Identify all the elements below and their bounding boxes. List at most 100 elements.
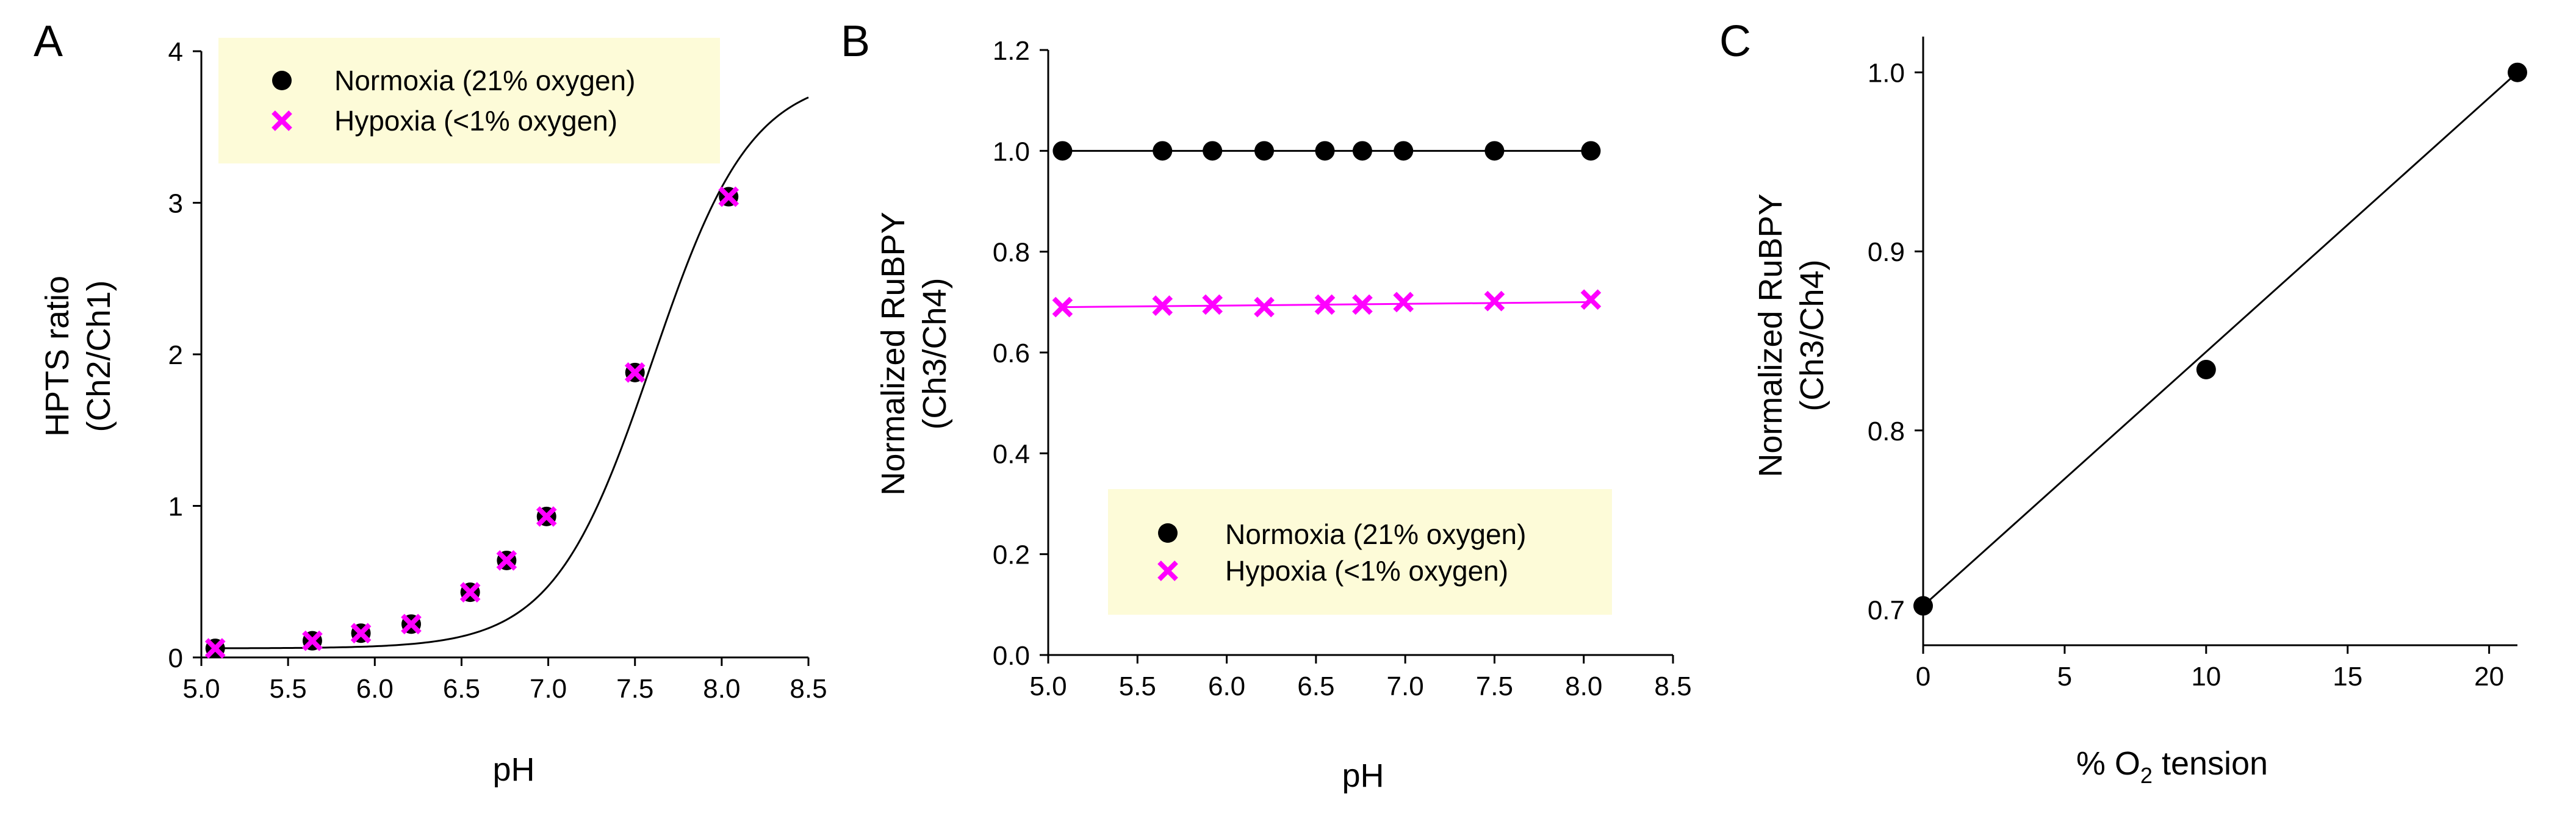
panel-c-y-tick-label: 0.7 — [1868, 595, 1905, 625]
panel-b-y-tick-label: 0.8 — [993, 238, 1030, 268]
panel-b-legend-hypoxia-label: Hypoxia (<1% oxygen) — [1225, 555, 1508, 587]
panel-a-x-tick-label: 6.0 — [356, 674, 394, 704]
panel-b-ylabel-line1: Normalized RuBPY — [875, 212, 912, 495]
panel-c-y-tick-label: 0.9 — [1868, 237, 1905, 267]
panel-a-hypoxia-point-stroke — [302, 630, 323, 651]
panel-b-hypoxia-point — [1484, 290, 1505, 312]
panel-a-y-tick-label: 0 — [168, 643, 183, 673]
panel-c-xlabel-suffix: tension — [2153, 745, 2268, 782]
panel-b-x-tick-label: 5.0 — [1029, 671, 1067, 701]
panel-a-hypoxia-point — [496, 550, 517, 571]
panel-c-x-tick-label: 5 — [2057, 662, 2072, 692]
panel-a-y-tick-label: 4 — [168, 37, 183, 67]
panel-b-normoxia-point — [1352, 141, 1372, 161]
panel-a-hypoxia-point — [350, 623, 372, 644]
panel-a-x-tick-label: 8.5 — [790, 674, 827, 704]
panel-b-hypoxia-point — [1314, 294, 1336, 315]
panel-b-normoxia-point — [1394, 141, 1414, 161]
panel-b-hypoxia-point — [1152, 295, 1173, 316]
panel-b-hypoxia-point-stroke — [1254, 296, 1275, 318]
panel-a-x-tick-label: 7.5 — [616, 674, 653, 704]
panel-b-y-tick-label: 1.0 — [993, 137, 1030, 166]
panel-a-legend-box — [218, 38, 720, 163]
panel-c-ylabel-line2: (Ch3/Ch4) — [1794, 259, 1830, 411]
panel-b-x-tick-label: 5.5 — [1119, 671, 1156, 701]
panel-b-xlabel: pH — [1342, 757, 1384, 794]
panel-b-hypoxia-point-stroke — [1202, 294, 1223, 315]
panel-a-hypoxia-point-stroke — [496, 550, 517, 571]
panel-a-hypoxia-point-stroke — [718, 186, 739, 207]
panel-a-y-tick-label: 2 — [168, 340, 183, 370]
panel-b-x-tick-label: 6.5 — [1297, 671, 1334, 701]
panel-c-xlabel: % O2 tension — [2076, 745, 2268, 788]
panel-b-hypoxia-point-stroke — [1580, 289, 1602, 310]
panel-label-a: A — [34, 17, 63, 66]
panel-a-hypoxia-point — [401, 614, 422, 635]
panel-label-c: C — [1719, 17, 1751, 66]
panel-b-normoxia-point — [1581, 141, 1601, 161]
panel-b-hypoxia-point-stroke — [1052, 296, 1073, 318]
panel-a-hypoxia-point-stroke — [204, 638, 226, 659]
panel-a-hypoxia-point — [204, 638, 226, 659]
panel-a-legend-hypoxia-marker — [272, 110, 292, 131]
panel-c-x-tick-label: 15 — [2333, 662, 2362, 692]
panel-b-normoxia-point — [1315, 141, 1335, 161]
panel-b-chart: Normoxia (21% oxygen) Hypoxia (<1% oxyge… — [875, 36, 1692, 794]
panel-a-hypoxia-point — [302, 630, 323, 651]
panel-a-xlabel: pH — [492, 751, 534, 788]
panel-b-hypoxia-point-stroke — [1352, 294, 1373, 315]
panel-a-legend-normoxia-marker — [272, 71, 292, 90]
panel-b-legend-hypoxia-marker — [1157, 560, 1178, 581]
panel-a-y-tick-label: 1 — [168, 492, 183, 522]
panel-b-normoxia-point — [1203, 141, 1223, 161]
panel-a-x-tick-label: 5.0 — [182, 674, 220, 704]
panel-b-normoxia-point — [1254, 141, 1275, 161]
panel-b-y-tick-label: 0.4 — [993, 439, 1030, 469]
panel-c-y-tick-label: 1.0 — [1868, 59, 1905, 88]
panel-b-x-tick-label: 6.0 — [1208, 671, 1245, 701]
panel-a-chart: Normoxia (21% oxygen) Hypoxia (<1% oxyge… — [39, 37, 827, 788]
panel-b-hypoxia-point-stroke — [1152, 295, 1173, 316]
panel-b-hypoxia-point — [1393, 292, 1414, 313]
panel-c-normoxia-point — [2508, 62, 2527, 82]
panel-b-legend-normoxia-marker — [1158, 523, 1178, 543]
panel-b-x-tick-label: 8.5 — [1654, 671, 1691, 701]
panel-c-normoxia-point — [1913, 596, 1933, 616]
panel-c-x-tick-label: 20 — [2474, 662, 2504, 692]
panel-b-x-tick-label: 7.5 — [1476, 671, 1513, 701]
panel-a-hypoxia-point — [536, 506, 557, 527]
panel-a-hypoxia-point-stroke — [459, 582, 481, 603]
panel-b-legend-normoxia-label: Normoxia (21% oxygen) — [1225, 518, 1526, 550]
panel-b-hypoxia-point — [1580, 289, 1602, 310]
panel-b-y-tick-label: 0.2 — [993, 540, 1030, 570]
panel-c-chart: Normalized RuBPY (Ch3/Ch4) % O2 tension … — [1752, 37, 2527, 788]
panel-a-hypoxia-point — [624, 362, 646, 383]
panel-a-x-tick-label: 7.0 — [530, 674, 567, 704]
panel-a-y-tick-label: 3 — [168, 189, 183, 219]
panel-a-legend-normoxia-label: Normoxia (21% oxygen) — [334, 65, 635, 96]
panel-a-legend-hypoxia-label: Hypoxia (<1% oxygen) — [334, 105, 617, 137]
panel-b-legend-box — [1108, 489, 1612, 615]
panel-label-b: B — [841, 17, 870, 66]
panel-b-x-tick-label: 7.0 — [1387, 671, 1424, 701]
panel-c-x-tick-label: 10 — [2191, 662, 2221, 692]
panel-c-y-tick-label: 0.8 — [1868, 417, 1905, 446]
panel-b-ylabel-line2: (Ch3/Ch4) — [916, 277, 953, 429]
panel-c-ylabel-line1: Normalized RuBPY — [1752, 193, 1789, 477]
panel-b-y-tick-label: 1.2 — [993, 36, 1030, 66]
panel-b-hypoxia-point-stroke — [1393, 292, 1414, 313]
panel-a-hypoxia-point-stroke — [536, 506, 557, 527]
panel-c-fit-line — [1922, 71, 2519, 607]
panel-b-hypoxia-point — [1052, 296, 1073, 318]
panel-b-hypoxia-point — [1352, 294, 1373, 315]
panel-a-hypoxia-point-stroke — [401, 614, 422, 635]
panel-b-hypoxia-point-stroke — [1484, 290, 1505, 312]
panel-a-x-tick-label: 5.5 — [270, 674, 307, 704]
panel-c-xlabel-sub: 2 — [2140, 763, 2153, 788]
panel-b-x-tick-label: 8.0 — [1565, 671, 1602, 701]
panel-c-x-tick-label: 0 — [1916, 662, 1930, 692]
panel-b-hypoxia-point-stroke — [1314, 294, 1336, 315]
panel-a-hypoxia-point-stroke — [624, 362, 646, 383]
panel-b-normoxia-point — [1484, 141, 1505, 161]
